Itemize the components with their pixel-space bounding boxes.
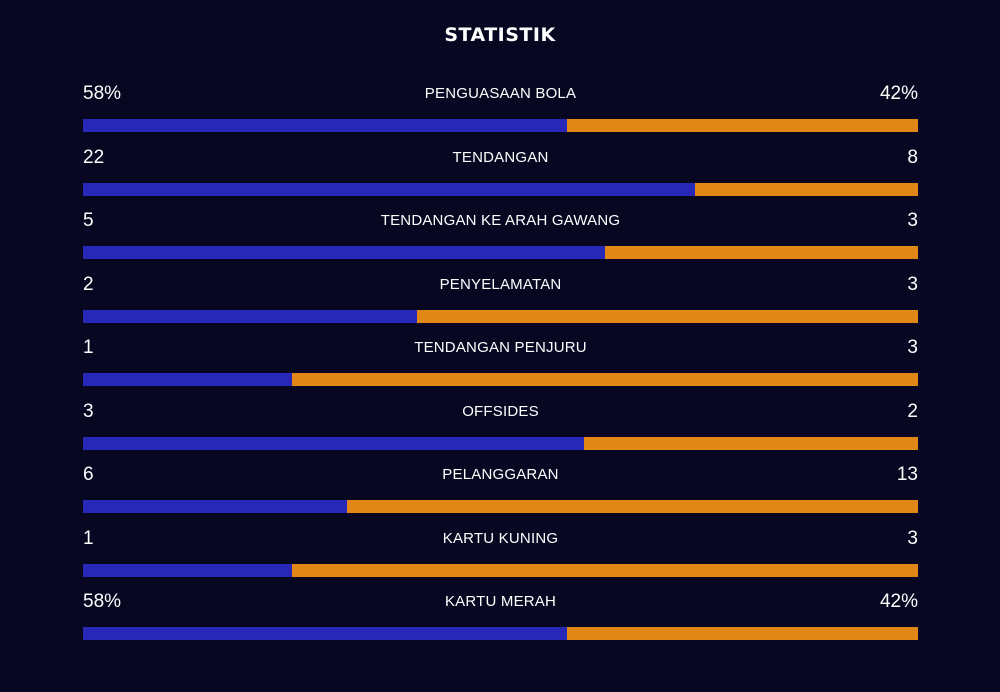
home-value: 3 [83,400,94,422]
stat-label-line: 1 KARTU KUNING 3 [83,526,918,552]
stat-name: TENDANGAN KE ARAH GAWANG [380,212,621,229]
away-bar-fill [695,182,918,196]
away-bar-fill [291,373,918,386]
home-bar-fill [83,500,347,513]
stat-name: KARTU KUNING [442,529,559,547]
stat-name: TENDANGAN PENJURU [414,339,587,356]
page-title: STATISTIK [444,24,556,46]
home-bar-fill [83,246,605,259]
away-bar-fill [417,309,918,323]
home-bar-fill [83,119,568,132]
away-bar-fill [604,246,918,259]
home-value: 1 [83,337,94,358]
stat-label-line: 3 OFFSIDES 2 [83,399,918,425]
away-bar-fill [567,119,918,132]
stat-name: TENDANGAN [452,148,549,166]
stat-bar [83,182,918,196]
stat-row: 5 TENDANGAN KE ARAH GAWANG 3 [83,208,918,272]
stat-row: 58% PENGUASAAN BOLA 42% [83,81,918,145]
away-value: 3 [907,337,918,358]
stat-bar [83,246,918,259]
stat-row: 2 PENYELAMATAN 3 [83,272,918,336]
away-bar-fill [346,500,918,513]
stat-label-line: 5 TENDANGAN KE ARAH GAWANG 3 [83,208,918,234]
stat-label-line: 58% KARTU MERAH 42% [83,589,918,615]
stat-bar [83,436,918,450]
home-value: 6 [83,464,94,485]
home-bar-fill [83,309,417,323]
stat-bar [83,119,918,132]
home-value: 5 [83,210,94,231]
away-value: 3 [907,273,918,295]
away-bar-fill [567,627,918,640]
stat-label-line: 1 TENDANGAN PENJURU 3 [83,335,918,361]
stat-name: KARTU MERAH [444,593,557,610]
stats-list: 58% PENGUASAAN BOLA 42% 22 TENDANGAN 8 5 TENDAN… [83,81,918,653]
away-value: 3 [907,210,918,231]
home-bar-fill [83,563,292,577]
stat-label-line: 58% PENGUASAAN BOLA 42% [83,81,918,107]
home-value: 2 [83,273,94,295]
stat-bar [83,373,918,386]
away-value: 42% [879,591,918,612]
stat-bar [83,627,918,640]
home-bar-fill [83,182,696,196]
stat-bar [83,563,918,577]
home-bar-fill [83,627,568,640]
stat-row: 1 KARTU KUNING 3 [83,526,918,590]
away-value: 13 [896,464,918,485]
stat-bar [83,309,918,323]
away-bar-fill [291,563,918,577]
stat-bar [83,500,918,513]
home-value: 1 [83,527,94,549]
stat-row: 1 TENDANGAN PENJURU 3 [83,335,918,399]
stat-name: PENGUASAAN BOLA [424,85,577,102]
stat-name: OFFSIDES [462,402,539,420]
home-bar-fill [83,373,292,386]
stat-row: 6 PELANGGARAN 13 [83,462,918,526]
away-bar-fill [584,436,918,450]
away-value: 3 [907,527,918,549]
stat-row: 22 TENDANGAN 8 [83,145,918,209]
home-bar-fill [83,436,584,450]
stat-label-line: 22 TENDANGAN 8 [83,145,918,171]
stat-row: 58% KARTU MERAH 42% [83,589,918,653]
away-value: 42% [879,83,918,104]
stat-label-line: 6 PELANGGARAN 13 [83,462,918,488]
home-value: 58% [83,83,122,104]
home-value: 58% [83,591,122,612]
stat-name: PELANGGARAN [442,466,559,483]
stat-name: PENYELAMATAN [439,275,562,293]
home-value: 22 [83,146,105,168]
away-value: 2 [907,400,918,422]
away-value: 8 [907,146,918,168]
stat-label-line: 2 PENYELAMATAN 3 [83,272,918,298]
stat-row: 3 OFFSIDES 2 [83,399,918,463]
